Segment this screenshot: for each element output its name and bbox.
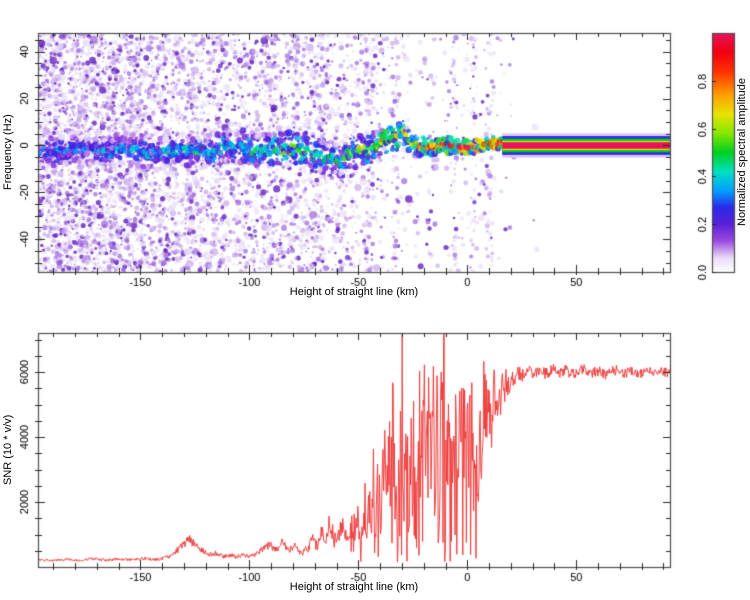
snr-y-axis-label: SNR (10 * v/v): [2, 414, 14, 486]
spectrogram-x-axis-label: Height of straight line (km): [289, 286, 419, 298]
colorbar-label: Normalized spectral amplitude: [736, 78, 748, 226]
spectrogram-panel: [0, 0, 750, 310]
snr-x-axis-label: Height of straight line (km): [289, 581, 419, 593]
spectrogram-y-axis-label: Frequency (Hz): [2, 114, 14, 190]
snr-panel: [0, 310, 750, 600]
